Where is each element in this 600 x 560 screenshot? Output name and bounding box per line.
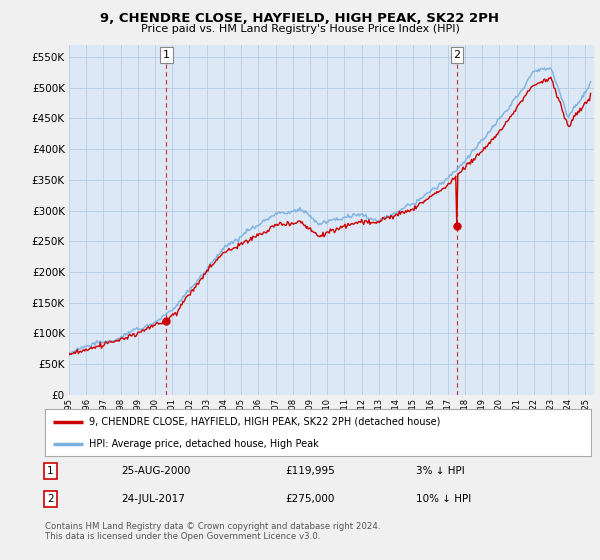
Text: 1: 1 — [163, 50, 170, 60]
Text: £119,995: £119,995 — [285, 466, 335, 476]
Text: HPI: Average price, detached house, High Peak: HPI: Average price, detached house, High… — [89, 438, 319, 449]
Text: Price paid vs. HM Land Registry's House Price Index (HPI): Price paid vs. HM Land Registry's House … — [140, 24, 460, 34]
Text: 9, CHENDRE CLOSE, HAYFIELD, HIGH PEAK, SK22 2PH: 9, CHENDRE CLOSE, HAYFIELD, HIGH PEAK, S… — [101, 12, 499, 25]
Text: £275,000: £275,000 — [285, 494, 335, 503]
Text: 2: 2 — [454, 50, 461, 60]
Text: 3% ↓ HPI: 3% ↓ HPI — [416, 466, 465, 476]
Text: 25-AUG-2000: 25-AUG-2000 — [121, 466, 191, 476]
Text: 2: 2 — [47, 494, 54, 503]
Text: 24-JUL-2017: 24-JUL-2017 — [121, 494, 185, 503]
Text: 10% ↓ HPI: 10% ↓ HPI — [416, 494, 472, 503]
Text: Contains HM Land Registry data © Crown copyright and database right 2024.
This d: Contains HM Land Registry data © Crown c… — [45, 522, 380, 542]
Text: 9, CHENDRE CLOSE, HAYFIELD, HIGH PEAK, SK22 2PH (detached house): 9, CHENDRE CLOSE, HAYFIELD, HIGH PEAK, S… — [89, 417, 440, 427]
Text: 1: 1 — [47, 466, 54, 476]
